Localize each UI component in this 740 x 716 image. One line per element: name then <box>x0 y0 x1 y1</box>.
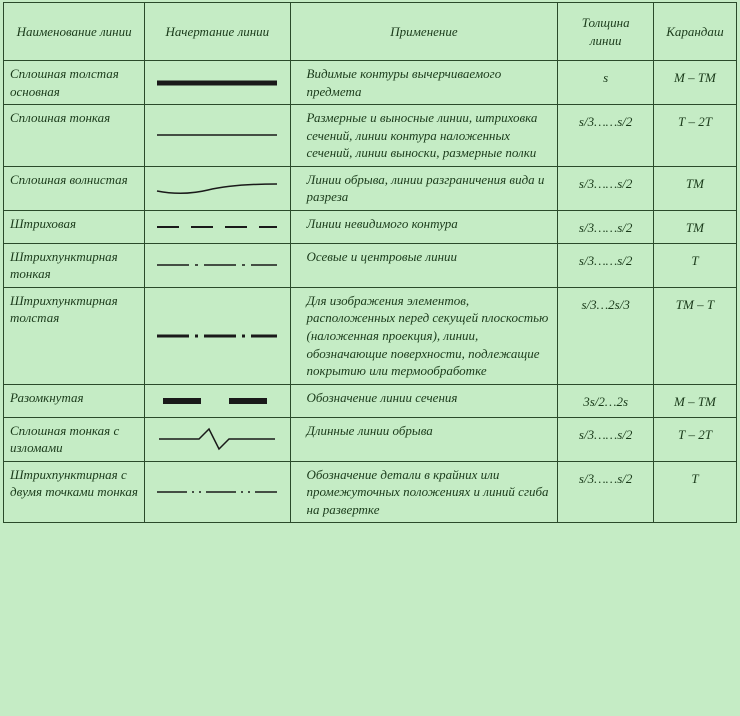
cell-thickness: s/3……s/2 <box>558 417 654 461</box>
cell-application: Длинные линии обрыва <box>290 417 558 461</box>
header-pencil: Карандаш <box>653 3 736 61</box>
header-row: Наименование линии Начертание линии Прим… <box>4 3 737 61</box>
cell-line-style <box>145 105 290 167</box>
cell-thickness: s/3…2s/3 <box>558 287 654 384</box>
table-row: Штрихпунктирная с двумя точками тонкая Об… <box>4 461 737 523</box>
cell-pencil: Т <box>653 243 736 287</box>
cell-name: Сплошная тонкая с изломами <box>4 417 145 461</box>
cell-application: Обозначение детали в крайних или промежу… <box>290 461 558 523</box>
cell-name: Штриховая <box>4 210 145 243</box>
cell-pencil: М – ТМ <box>653 384 736 417</box>
lines-table: Наименование линии Начертание линии Прим… <box>3 2 737 523</box>
table-row: Разомкнутая Обозначение линии сечения3s/2… <box>4 384 737 417</box>
cell-thickness: s <box>558 61 654 105</box>
cell-thickness: s/3……s/2 <box>558 166 654 210</box>
table-row: Штрихпунктирная толстая Для изображения э… <box>4 287 737 384</box>
table-row: Сплошная тонкая Размерные и выносные лини… <box>4 105 737 167</box>
cell-name: Сплошная толстая основная <box>4 61 145 105</box>
cell-line-style <box>145 287 290 384</box>
header-thick: Толщина линии <box>558 3 654 61</box>
cell-pencil: М – ТМ <box>653 61 736 105</box>
cell-thickness: 3s/2…2s <box>558 384 654 417</box>
cell-name: Сплошная волнистая <box>4 166 145 210</box>
header-name: Наименование линии <box>4 3 145 61</box>
cell-line-style <box>145 417 290 461</box>
table-row: Сплошная тонкая с изломами Длинные линии … <box>4 417 737 461</box>
cell-application: Для изображения элементов, расположенных… <box>290 287 558 384</box>
cell-pencil: ТМ – Т <box>653 287 736 384</box>
cell-pencil: Т – 2Т <box>653 417 736 461</box>
cell-line-style <box>145 210 290 243</box>
cell-line-style <box>145 166 290 210</box>
cell-application: Линии невидимого контура <box>290 210 558 243</box>
table-row: Штриховая Линии невидимого контураs/3……s/… <box>4 210 737 243</box>
cell-name: Разомкнутая <box>4 384 145 417</box>
cell-line-style <box>145 384 290 417</box>
cell-thickness: s/3……s/2 <box>558 461 654 523</box>
cell-thickness: s/3……s/2 <box>558 243 654 287</box>
cell-name: Штрихпунктирная тонкая <box>4 243 145 287</box>
cell-pencil: ТМ <box>653 210 736 243</box>
cell-thickness: s/3……s/2 <box>558 105 654 167</box>
cell-line-style <box>145 61 290 105</box>
cell-application: Видимые контуры вычерчиваемого предмета <box>290 61 558 105</box>
table-row: Сплошная волнистая Линии обрыва, линии ра… <box>4 166 737 210</box>
table-row: Сплошная толстая основная Видимые контуры… <box>4 61 737 105</box>
header-apply: Применение <box>290 3 558 61</box>
cell-name: Штрихпунктирная с двумя точками тонкая <box>4 461 145 523</box>
cell-pencil: ТМ <box>653 166 736 210</box>
cell-name: Сплошная тонкая <box>4 105 145 167</box>
cell-application: Линии обрыва, линии разграничения вида и… <box>290 166 558 210</box>
table-row: Штрихпунктирная тонкая Осевые и центровые… <box>4 243 737 287</box>
cell-line-style <box>145 461 290 523</box>
cell-pencil: Т <box>653 461 736 523</box>
cell-application: Осевые и центровые линии <box>290 243 558 287</box>
header-style: Начертание линии <box>145 3 290 61</box>
cell-line-style <box>145 243 290 287</box>
cell-name: Штрихпунктирная толстая <box>4 287 145 384</box>
cell-pencil: Т – 2Т <box>653 105 736 167</box>
line-types-reference-table: Наименование линии Начертание линии Прим… <box>0 2 740 716</box>
cell-application: Обозначение линии сечения <box>290 384 558 417</box>
cell-thickness: s/3……s/2 <box>558 210 654 243</box>
cell-application: Размерные и выносные линии, штриховка се… <box>290 105 558 167</box>
